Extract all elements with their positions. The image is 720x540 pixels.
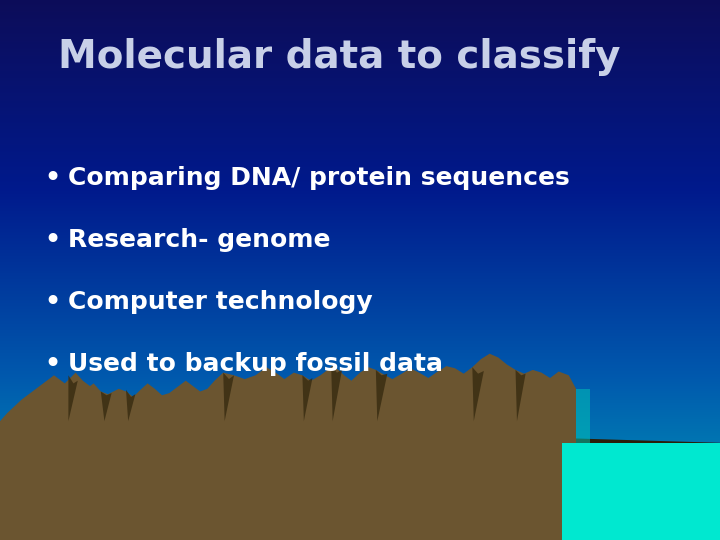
Text: •: • (43, 164, 61, 193)
Polygon shape (0, 354, 576, 540)
Polygon shape (68, 375, 78, 421)
Polygon shape (472, 367, 484, 421)
Polygon shape (0, 421, 720, 540)
Polygon shape (223, 373, 234, 421)
Polygon shape (101, 392, 112, 421)
Text: •: • (43, 226, 61, 255)
Polygon shape (302, 375, 312, 421)
Text: Used to backup fossil data: Used to backup fossil data (68, 353, 444, 376)
Polygon shape (516, 370, 526, 421)
Polygon shape (331, 366, 342, 421)
Text: Comparing DNA/ protein sequences: Comparing DNA/ protein sequences (68, 166, 570, 190)
Text: Research- genome: Research- genome (68, 228, 331, 252)
Polygon shape (126, 390, 135, 421)
Text: Computer technology: Computer technology (68, 291, 373, 314)
Text: Molecular data to classify: Molecular data to classify (58, 38, 620, 76)
Polygon shape (562, 443, 720, 540)
Polygon shape (376, 370, 387, 421)
Text: •: • (43, 288, 61, 317)
Polygon shape (504, 389, 590, 443)
Text: •: • (43, 350, 61, 379)
